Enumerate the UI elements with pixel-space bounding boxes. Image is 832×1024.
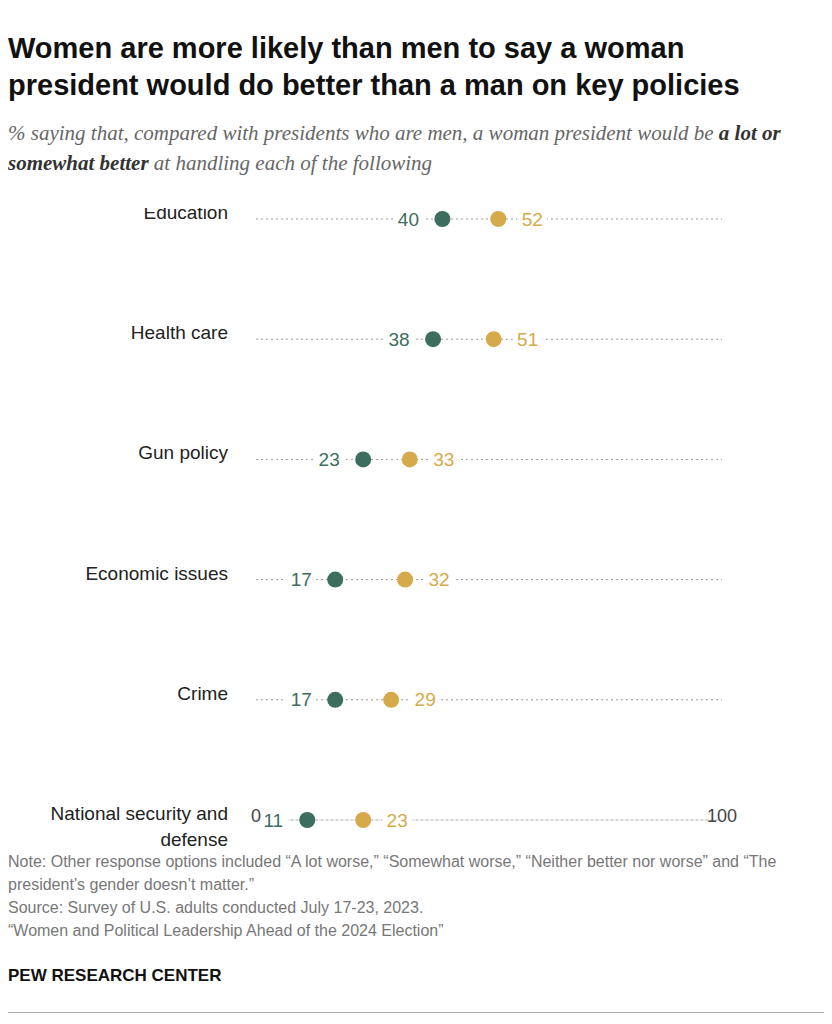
svg-text:100: 100 bbox=[707, 806, 737, 826]
svg-text:29: 29 bbox=[415, 689, 436, 710]
svg-text:51: 51 bbox=[517, 329, 538, 350]
html-text:Note: Other response options i: Note: Other response options included “A… bbox=[8, 853, 777, 893]
svg-text:32: 32 bbox=[429, 569, 450, 590]
svg-text:11: 11 bbox=[263, 810, 283, 831]
html-text:“Women and Political Leadershi: “Women and Political Leadership Ahead of… bbox=[8, 922, 444, 939]
html-text:% saying that, compared with p: % saying that, compared with presidents … bbox=[8, 121, 781, 175]
svg-text:17: 17 bbox=[291, 689, 312, 710]
html-text:Women are more likely than men: Women are more likely than men to say a … bbox=[8, 32, 740, 101]
svg-text:Education: Education bbox=[143, 208, 228, 223]
svg-text:17: 17 bbox=[291, 569, 312, 590]
svg-text:23: 23 bbox=[387, 810, 408, 831]
svg-text:National security anddefense: National security anddefense bbox=[51, 803, 228, 850]
svg-text:0: 0 bbox=[251, 806, 261, 826]
html-text:Source: Survey of U.S. adults: Source: Survey of U.S. adults conducted … bbox=[8, 899, 424, 916]
svg-text:Health care: Health care bbox=[131, 322, 228, 343]
svg-text:23: 23 bbox=[319, 449, 340, 470]
svg-text:33: 33 bbox=[433, 449, 454, 470]
svg-text:52: 52 bbox=[522, 209, 543, 230]
svg-text:40: 40 bbox=[398, 209, 419, 230]
svg-text:38: 38 bbox=[389, 329, 410, 350]
svg-text:Gun policy: Gun policy bbox=[138, 442, 228, 463]
html-text:PEW RESEARCH CENTER: PEW RESEARCH CENTER bbox=[8, 966, 222, 985]
svg-text:Economic issues: Economic issues bbox=[85, 563, 228, 584]
svg-text:Crime: Crime bbox=[177, 683, 228, 704]
